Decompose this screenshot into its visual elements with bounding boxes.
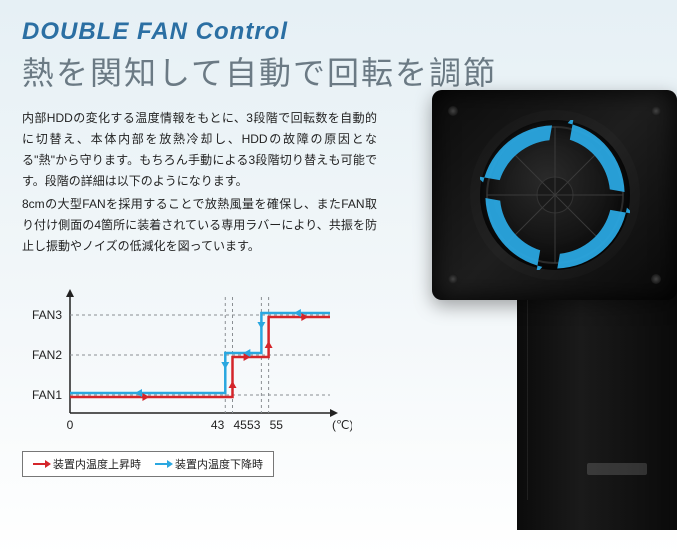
legend-rising: 装置内温度上昇時 [33,456,141,472]
screw-icon [448,274,458,284]
screw-icon [651,274,661,284]
chart-legend: 装置内温度上昇時 装置内温度下降時 [22,451,274,477]
svg-text:43: 43 [211,418,225,432]
svg-text:FAN1: FAN1 [32,388,62,402]
fan-step-chart: FAN1 FAN2 FAN3 0 43 4553 55 (℃) 装置内温度上昇時 装置内温度下… [22,285,382,477]
svg-text:0: 0 [67,418,74,432]
screw-icon [448,106,458,116]
device-top-plate [432,90,677,300]
device-pillar [517,260,677,530]
svg-text:FAN2: FAN2 [32,348,62,362]
japanese-title: 熱を関知して自動で回転を調節 [22,48,655,94]
chart-svg: FAN1 FAN2 FAN3 0 43 4553 55 (℃) [22,285,352,445]
svg-text:53: 53 [247,418,261,432]
paragraph-2: 8cmの大型FANを採用することで放熱風量を確保し、またFAN取り付け側面の4箇… [22,194,377,257]
svg-text:45: 45 [234,418,248,432]
arrow-red-icon [33,459,49,469]
fan-svg [480,120,630,270]
arrow-blue-icon [155,459,171,469]
brand-plate [587,463,647,475]
legend-falling: 装置内温度下降時 [155,456,263,472]
english-title: DOUBLE FAN Control [22,18,655,46]
text-column: 内部HDDの変化する温度情報をもとに、3段階で回転数を自動的に切替え、本体内部を… [22,108,377,477]
product-visual [417,90,677,530]
svg-text:(℃): (℃) [332,418,352,432]
svg-text:55: 55 [270,418,284,432]
svg-text:FAN3: FAN3 [32,308,62,322]
legend-falling-label: 装置内温度下降時 [175,456,263,472]
legend-rising-label: 装置内温度上昇時 [53,456,141,472]
paragraph-1: 内部HDDの変化する温度情報をもとに、3段階で回転数を自動的に切替え、本体内部を… [22,108,377,192]
screw-icon [651,106,661,116]
fan-icon [480,120,630,270]
